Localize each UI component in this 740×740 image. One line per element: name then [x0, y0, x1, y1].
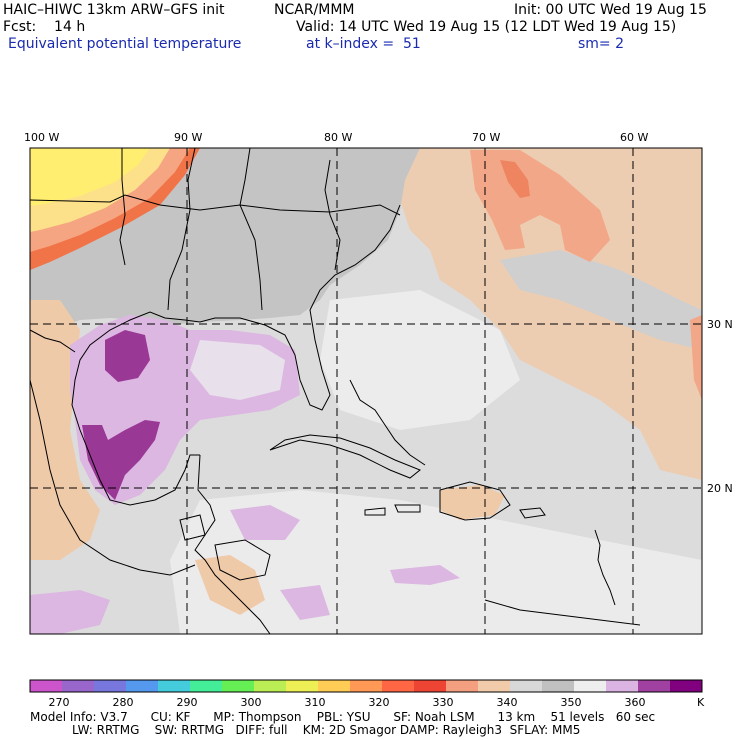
colorbar-swatch: [350, 680, 383, 692]
colorbar-swatch: [638, 680, 671, 692]
colorbar-tick-label: 360: [625, 696, 646, 709]
colorbar-tick-label: 320: [369, 696, 390, 709]
purple-core-south: [82, 420, 160, 500]
colorbar-swatch: [286, 680, 319, 692]
colorbar-swatch: [542, 680, 575, 692]
caribbean-lilac-1: [230, 505, 300, 540]
colorbar-swatch: [510, 680, 543, 692]
colorbar-swatch: [382, 680, 415, 692]
lat-label-30n: 30 N: [707, 318, 733, 331]
lat-lon-grid: [30, 148, 702, 634]
axis-labels: 100 W 90 W 80 W 70 W 60 W 30 N 20 N: [24, 131, 733, 495]
model-info-line2: LW: RRTMG SW: RRTMG DIFF: full KM: 2D Sm…: [72, 723, 581, 737]
purple-core-north: [105, 330, 150, 382]
lat-label-20n: 20 N: [707, 482, 733, 495]
atlantic-tan-region: [400, 148, 702, 480]
valid-time: Valid: 14 UTC Wed 19 Aug 15 (12 LDT Wed …: [296, 19, 677, 35]
caribbean-lilac-3: [280, 585, 330, 620]
central-america-tan: [195, 555, 265, 615]
colorbar-swatch: [574, 680, 607, 692]
lon-label-70w: 70 W: [472, 131, 500, 144]
colorbar-swatch: [62, 680, 95, 692]
bahamas-light: [320, 290, 520, 430]
lon-label-100w: 100 W: [24, 131, 59, 144]
colorbar-unit: K: [697, 696, 705, 709]
model-info-line1: Model Info: V3.7 CU: KF MP: Thompson PBL…: [30, 710, 656, 724]
colorbar-labels: 270 280 290 300 310 320 330 340 350 360: [49, 696, 646, 709]
colorbar-tick-label: 280: [113, 696, 134, 709]
hispaniola-tan: [440, 485, 505, 520]
colorbar-tick-label: 350: [561, 696, 582, 709]
colorbar-swatch: [318, 680, 351, 692]
colorbar-swatch: [670, 680, 703, 692]
init-time: Init: 00 UTC Wed 19 Aug 15: [514, 2, 707, 18]
model-title: HAIC–HIWC 13km ARW–GFS init: [3, 2, 225, 18]
coastlines: [30, 148, 641, 634]
colorbar-tick-label: 290: [177, 696, 198, 709]
colorbar-tick-label: 340: [497, 696, 518, 709]
lon-label-60w: 60 W: [620, 131, 648, 144]
caribbean-lilac-2: [390, 565, 460, 585]
map-frame: [29, 147, 703, 635]
atlantic-grey-band: [500, 250, 702, 350]
pacific-lilac: [30, 590, 110, 634]
colorbar-swatch: [222, 680, 255, 692]
smoothing-label: sm= 2: [578, 36, 625, 52]
colorbar-tick-label: 330: [433, 696, 454, 709]
yellow-core: [30, 148, 150, 206]
field-name: Equivalent potential temperature: [8, 36, 242, 52]
colorbar-swatch: [414, 680, 447, 692]
colorbar-swatch: [94, 680, 127, 692]
colorbar-swatch: [126, 680, 159, 692]
forecast-hour: Fcst: 14 h: [3, 19, 86, 35]
colorbar-tick-label: 270: [49, 696, 70, 709]
colorbar-swatch: [158, 680, 191, 692]
colorbar-swatch: [606, 680, 639, 692]
colorbar-swatch: [190, 680, 223, 692]
orange-core: [500, 160, 530, 198]
right-edge-salmon: [690, 315, 702, 400]
colorbar-swatches: [30, 680, 703, 692]
colorbar-tick-label: 310: [305, 696, 326, 709]
level-label: at k–index = 51: [306, 36, 421, 52]
colorbar-swatch: [446, 680, 479, 692]
gulf-light-patch: [190, 340, 285, 400]
mexico-tan-region: [30, 300, 100, 560]
colorbar-tick-label: 300: [241, 696, 262, 709]
colorbar-frame: [29, 679, 703, 693]
salmon-swirl: [470, 150, 610, 262]
org-label: NCAR/MMM: [274, 2, 355, 18]
lon-label-90w: 90 W: [174, 131, 202, 144]
colorbar-swatch: [478, 680, 511, 692]
colorbar-swatch: [254, 680, 287, 692]
colorbar-swatch: [30, 680, 63, 692]
lon-label-80w: 80 W: [324, 131, 352, 144]
